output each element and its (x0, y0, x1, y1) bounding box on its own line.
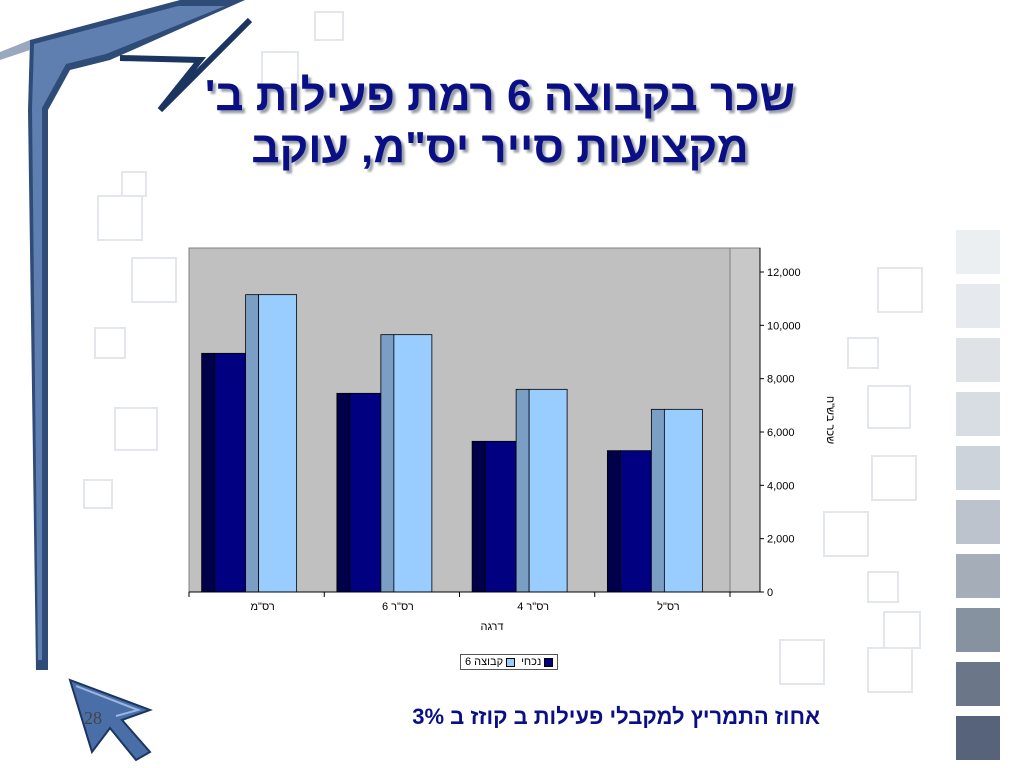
x-tick-label: רס"ר 4 (517, 601, 549, 613)
x-tick-label: רס"ר 6 (382, 601, 414, 613)
y-tick-label: 10,000 (767, 320, 801, 332)
x-axis: רס"ל רס"ר 4 רס"ר 6 רס"מ (188, 591, 760, 613)
bar-current-side (336, 392, 351, 593)
x-axis-title: דרגה (480, 621, 503, 633)
background-squares (83, 11, 923, 693)
chart-back-wall-edge (729, 247, 761, 593)
legend-swatch-group6 (506, 657, 516, 667)
cursor-arrow-icon (68, 678, 153, 762)
page-number: 28 (84, 708, 102, 728)
legend-swatch-current (544, 657, 554, 667)
y-axis: 0 2,000 4,000 6,000 8,000 10,000 12,000 (759, 248, 801, 599)
chart-legend: נכחי קבוצה 6 (460, 654, 559, 670)
slide-title: שכר בקבוצה 6 רמת פעילות ב' מקצועות סייר … (120, 70, 880, 174)
bar-group6-side (245, 294, 260, 593)
legend-item-current: נכחי (521, 656, 554, 668)
slide-title-line-2: מקצועות סייר יס"מ, עוקב (251, 123, 749, 172)
y-tick-label: 4,000 (767, 480, 795, 492)
legend-label-current: נכחי (521, 656, 542, 668)
legend-label-group6: קבוצה 6 (465, 656, 504, 668)
bar-group6 (393, 334, 433, 593)
bar-group6 (528, 388, 568, 593)
bar-group6-side (650, 408, 665, 593)
bar-current-side (201, 352, 216, 593)
x-tick-label: רס"ל (657, 600, 680, 613)
bar-group6 (258, 294, 298, 593)
bar-group6-side (380, 334, 395, 593)
y-tick-label: 2,000 (767, 534, 795, 546)
bar-group6 (663, 408, 703, 593)
y-tick-label: 12,000 (767, 267, 801, 279)
left-frame (0, 0, 253, 670)
slide-title-line-1: שכר בקבוצה 6 רמת פעילות ב' (204, 71, 796, 120)
bar-current-side (606, 450, 621, 593)
bottom-note: אחוז התמריץ למקבלי פעילות ב קוזז ב 3% (412, 704, 820, 729)
bar-current-side (471, 440, 486, 593)
x-tick-label: רס"מ (251, 601, 275, 613)
y-tick-label: 6,000 (767, 427, 795, 439)
y-axis-title: שכר בש"ח (824, 396, 836, 444)
y-tick-label: 8,000 (767, 374, 795, 386)
legend-item-group6: קבוצה 6 (465, 656, 516, 668)
right-edge-tiles (956, 230, 1000, 760)
bar-group6-side (515, 388, 530, 593)
chart-bars (201, 294, 703, 593)
y-tick-label: 0 (767, 587, 773, 599)
